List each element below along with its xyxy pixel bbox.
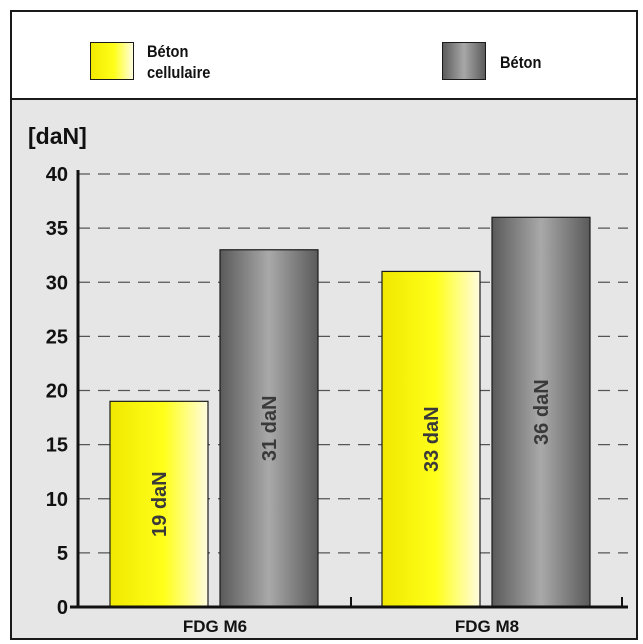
x-category-label: FDG M8 bbox=[455, 617, 519, 636]
legend-label-line2: cellulaire bbox=[147, 63, 211, 82]
bar bbox=[491, 216, 591, 608]
legend-label-line1: Béton bbox=[147, 42, 189, 61]
legend-swatch-beton bbox=[442, 42, 486, 80]
y-tick-label: 30 bbox=[46, 272, 68, 294]
y-tick-label: 10 bbox=[46, 489, 68, 511]
y-tick-label: 0 bbox=[57, 597, 68, 619]
y-tick-label: 35 bbox=[46, 218, 68, 240]
bar-data-label: 33 daN bbox=[421, 406, 443, 472]
y-tick-label: 25 bbox=[46, 326, 68, 348]
bar bbox=[109, 400, 209, 608]
y-tick-label: 5 bbox=[57, 543, 68, 565]
legend-swatch-beton-cellulaire bbox=[90, 42, 134, 80]
x-category-label: FDG M6 bbox=[183, 617, 247, 636]
bar bbox=[219, 249, 319, 608]
y-axis-unit-label: [daN] bbox=[28, 123, 87, 149]
bar-data-label: 36 daN bbox=[531, 379, 553, 445]
legend: Béton cellulaire Béton bbox=[10, 10, 638, 100]
y-tick-label: 15 bbox=[46, 435, 68, 457]
y-tick-label: 20 bbox=[46, 381, 68, 403]
legend-label-beton: Béton bbox=[500, 53, 542, 72]
y-tick-label: 40 bbox=[46, 164, 68, 186]
bar-data-label: 31 daN bbox=[259, 396, 281, 462]
bar-data-label: 19 daN bbox=[149, 471, 171, 537]
legend-label-beton-cellulaire: Béton cellulaire bbox=[147, 41, 242, 83]
